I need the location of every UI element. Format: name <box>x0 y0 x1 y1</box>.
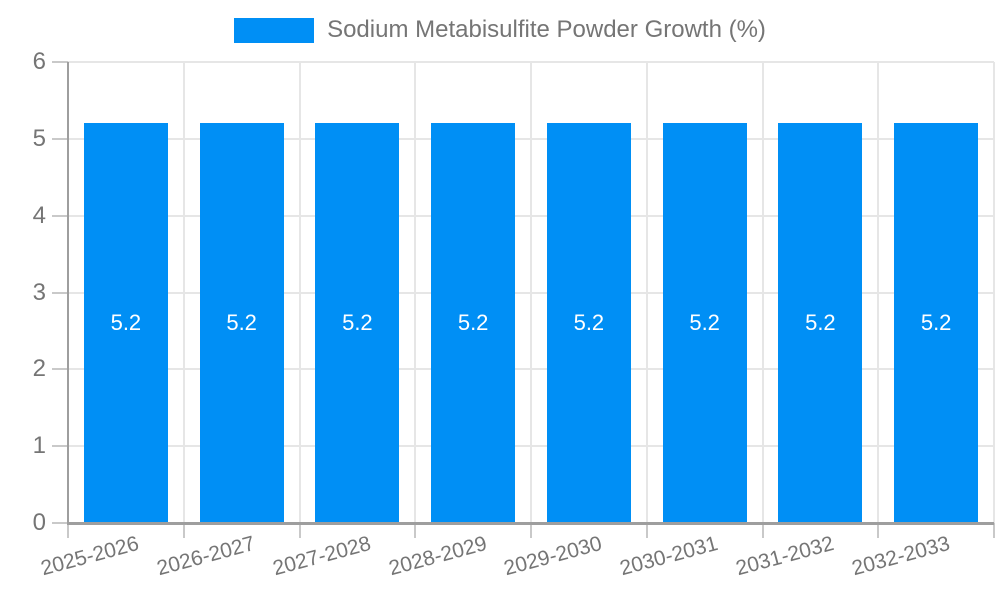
x-axis-label: 2025-2026 <box>38 532 142 581</box>
x-axis-label: 2030-2031 <box>617 532 721 581</box>
y-axis-label: 0 <box>32 509 46 536</box>
x-gridline <box>298 62 301 523</box>
x-axis-label: 2032-2033 <box>849 532 953 581</box>
x-tick <box>993 523 995 538</box>
bar[interactable]: 5.2 <box>546 123 631 523</box>
x-axis-label: 2031-2032 <box>733 532 837 581</box>
bar-value-label: 5.2 <box>920 310 952 336</box>
y-tick <box>52 214 68 217</box>
x-gridline <box>761 62 764 523</box>
x-gridline <box>993 62 995 523</box>
x-axis-label: 2029-2030 <box>501 532 605 581</box>
y-axis-label: 2 <box>32 355 46 383</box>
x-gridline <box>530 62 532 523</box>
x-axis-label: 2027-2028 <box>270 532 374 581</box>
x-gridline <box>414 62 417 523</box>
x-axis-label: 2028-2029 <box>386 532 490 581</box>
x-tick <box>67 523 69 538</box>
y-tick <box>52 61 68 63</box>
y-tick <box>52 445 68 448</box>
x-tick <box>530 523 532 538</box>
y-axis-label: 4 <box>32 201 46 229</box>
legend[interactable]: Sodium Metabisulfite Powder Growth (%) <box>0 12 1000 48</box>
y-tick <box>52 368 68 371</box>
bar[interactable]: 5.2 <box>662 123 747 523</box>
x-gridline <box>645 62 648 523</box>
y-tick <box>52 522 68 524</box>
y-tick <box>52 137 68 140</box>
bar-value-label: 5.2 <box>805 310 836 336</box>
bar-value-label: 5.2 <box>573 310 605 336</box>
bar-value-label: 5.2 <box>457 310 489 336</box>
y-axis-label: 6 <box>32 48 46 75</box>
x-tick <box>298 523 301 538</box>
x-tick <box>761 523 764 538</box>
bar[interactable]: 5.2 <box>431 123 516 523</box>
bar-value-label: 5.2 <box>226 310 257 336</box>
bar[interactable]: 5.2 <box>894 123 979 523</box>
y-axis-line <box>67 62 69 525</box>
x-gridline <box>182 62 185 523</box>
bar[interactable]: 5.2 <box>199 123 284 523</box>
x-tick <box>414 523 417 538</box>
x-axis-label: 2026-2027 <box>154 532 258 581</box>
bar[interactable]: 5.2 <box>83 123 168 523</box>
bar-value-label: 5.2 <box>110 310 142 336</box>
bar[interactable]: 5.2 <box>778 123 863 523</box>
legend-swatch <box>234 17 315 43</box>
x-tick <box>182 523 185 538</box>
bar[interactable]: 5.2 <box>315 123 400 523</box>
x-tick <box>645 523 648 538</box>
legend-label: Sodium Metabisulfite Powder Growth (%) <box>327 16 766 43</box>
y-tick <box>52 291 68 294</box>
y-axis-label: 1 <box>32 432 46 460</box>
y-axis-label: 5 <box>32 124 46 152</box>
bar-value-label: 5.2 <box>689 310 720 336</box>
bar-value-label: 5.2 <box>342 310 373 336</box>
x-axis-line <box>68 522 994 525</box>
y-axis-label: 3 <box>32 278 46 306</box>
x-tick <box>877 523 880 538</box>
x-gridline <box>877 62 880 523</box>
